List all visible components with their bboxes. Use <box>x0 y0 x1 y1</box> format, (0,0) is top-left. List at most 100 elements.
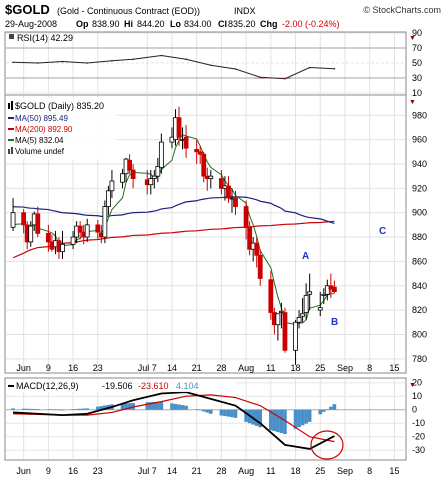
candlestick <box>151 170 157 189</box>
candle-body <box>120 173 125 183</box>
candlestick <box>300 297 306 323</box>
macd-histogram-bar <box>81 408 86 410</box>
high-label: Hi <box>124 19 133 29</box>
macd-tick-label: 20 <box>412 378 422 388</box>
source-label: © StockCharts.com <box>363 5 441 15</box>
candlestick <box>158 133 164 174</box>
candle-body <box>254 242 260 256</box>
x-tick-label: 25 <box>315 466 325 476</box>
candle-body <box>183 136 189 149</box>
macd-histogram-bar <box>300 409 305 426</box>
candlestick <box>77 221 83 240</box>
candle-body <box>194 148 200 153</box>
macd-histogram-bar <box>272 409 277 432</box>
macd-histogram-bar <box>173 403 178 410</box>
candlestick <box>257 249 263 286</box>
candle-body <box>296 317 302 323</box>
macd-legend-bg <box>7 380 236 392</box>
macd-histogram-bar <box>127 403 132 410</box>
x-tick-label: 25 <box>315 363 325 373</box>
candlestick <box>60 230 65 259</box>
candle-body <box>257 254 263 279</box>
macd-histogram-bar <box>205 409 210 413</box>
candlestick <box>317 291 323 317</box>
change-label: Chg <box>260 19 278 29</box>
macd-signal-value: -23.610 <box>138 381 169 391</box>
candlestick <box>321 288 327 305</box>
macd-tick-label: -30 <box>412 445 425 455</box>
candlestick <box>70 230 76 250</box>
price-tick-label: 820 <box>412 305 427 315</box>
candle-body <box>208 175 214 179</box>
rsi-label: RSI(14) 42.29 <box>17 33 73 43</box>
candle-body <box>275 313 281 326</box>
candlestick <box>197 145 203 164</box>
macd-histogram-bar <box>293 409 298 429</box>
volume-icon-2 <box>11 147 13 154</box>
candlestick <box>95 219 101 240</box>
rsi-collapse-icon[interactable]: ▼ <box>409 35 416 42</box>
candle-body <box>109 180 115 192</box>
candle-icon-2 <box>11 101 13 110</box>
rsi-point <box>36 62 39 64</box>
macd-histogram-bar <box>198 409 203 411</box>
rsi-tick-label: 30 <box>412 73 422 83</box>
candlestick <box>120 168 125 189</box>
annotation-c: C <box>379 226 386 237</box>
rsi-tick-label: 50 <box>412 58 422 68</box>
x-tick-label: Jun <box>16 363 31 373</box>
macd-histogram-bar <box>21 408 26 410</box>
macd-histogram-bar <box>226 409 231 417</box>
price-tick-label: 840 <box>412 281 427 291</box>
rsi-point <box>308 66 311 69</box>
candlestick <box>243 200 249 240</box>
price-tick-label: 940 <box>412 159 427 169</box>
candlestick <box>35 206 41 238</box>
macd-histogram-bar <box>307 409 312 422</box>
candle-body <box>247 226 253 250</box>
x-tick-label: 28 <box>216 466 226 476</box>
macd-tick-label: 10 <box>412 391 422 401</box>
chart-header: $GOLD (Gold - Continuous Contract (EOD))… <box>5 2 441 29</box>
candle-body <box>10 212 16 228</box>
x-tick-label: Sep <box>337 466 353 476</box>
macd-histogram-bar <box>156 401 160 410</box>
macd-histogram-bar <box>283 409 287 435</box>
macd-collapse-icon[interactable]: ▼ <box>409 382 416 389</box>
price-collapse-icon[interactable]: ▼ <box>409 99 416 106</box>
rsi-swatch <box>9 34 14 39</box>
change-value: -2.00 (-0.24%) <box>282 19 340 29</box>
rsi-point <box>160 54 163 57</box>
candle-body <box>21 212 27 226</box>
x-tick-label: 11 <box>266 466 275 476</box>
instrument-name: (Gold - Continuous Contract (EOD)) <box>57 6 200 16</box>
candlestick <box>176 106 182 146</box>
macd-histogram-bar <box>223 409 227 417</box>
rsi-point <box>259 76 262 79</box>
macd-histogram-bar <box>230 409 234 418</box>
price-tick-label: 920 <box>412 183 427 193</box>
macd-histogram-bar <box>145 402 150 410</box>
x-tick-label: 16 <box>68 466 78 476</box>
rsi-tick-label: 70 <box>412 43 422 53</box>
candlestick <box>21 209 27 234</box>
rsi-point <box>132 58 134 61</box>
x-tick-label: 14 <box>167 466 177 476</box>
x-tick-label: Jul 7 <box>138 363 157 373</box>
rsi-point <box>333 67 336 70</box>
candle-body <box>218 178 224 189</box>
x-tick-label: 8 <box>367 363 372 373</box>
price-tick-label: 860 <box>412 256 427 266</box>
candlestick <box>109 170 115 199</box>
legend-ma200: MA(200) 892.90 <box>15 125 73 134</box>
x-tick-label: 21 <box>192 466 202 476</box>
open-label: Op <box>76 19 89 29</box>
candle-icon <box>8 103 10 109</box>
candlestick <box>296 310 302 329</box>
symbol-title: $GOLD <box>5 2 50 17</box>
candlestick <box>28 221 34 247</box>
candlestick <box>10 198 16 231</box>
candlestick <box>201 151 207 183</box>
x-tick-label: Jul 7 <box>138 466 157 476</box>
